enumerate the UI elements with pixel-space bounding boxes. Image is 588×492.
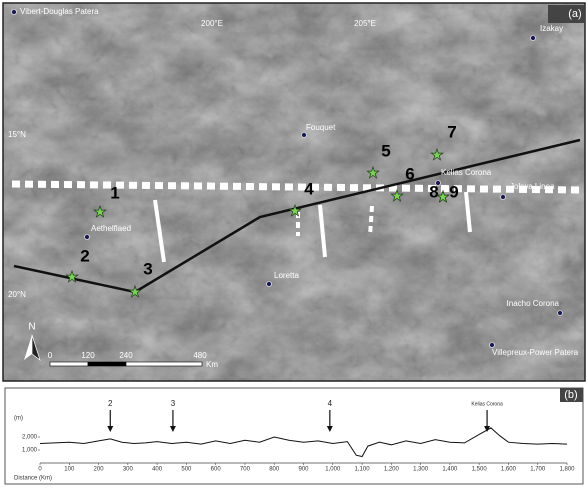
arrow-label: 2 bbox=[108, 399, 113, 408]
x-tick-label: 600 bbox=[211, 467, 222, 473]
arrow-label: Kelias Corona bbox=[471, 401, 503, 407]
arrow-label: 3 bbox=[171, 399, 176, 408]
scale-segment bbox=[88, 362, 126, 366]
site-label: 4 bbox=[304, 179, 314, 198]
figure: (a) 200°E 205°E 15°N 20°N N 0 120 240 48… bbox=[0, 0, 588, 487]
page: (a) 200°E 205°E 15°N 20°N N 0 120 240 48… bbox=[0, 0, 588, 487]
panel-label: (b) bbox=[564, 389, 577, 401]
place-label: Vibert-Douglas Patera bbox=[20, 7, 99, 16]
place-dot bbox=[85, 235, 90, 240]
latitude-label: 20°N bbox=[8, 290, 26, 299]
latitude-label: 15°N bbox=[8, 130, 26, 139]
x-tick-label: 400 bbox=[152, 467, 163, 473]
place-dot bbox=[302, 133, 307, 138]
x-tick-label: 900 bbox=[298, 467, 309, 473]
x-tick-label: 1,800 bbox=[559, 467, 575, 473]
site-label: 8 bbox=[429, 182, 438, 201]
x-tick-label: 100 bbox=[64, 467, 75, 473]
panel-label: (a) bbox=[568, 8, 581, 20]
y-tick-label: 2,000 bbox=[22, 435, 38, 441]
scale-label: 480 bbox=[193, 351, 207, 360]
site-label: 5 bbox=[381, 141, 390, 160]
place-dot bbox=[558, 311, 563, 316]
place-label: Inacho Corona bbox=[507, 299, 560, 308]
place-dot bbox=[12, 10, 17, 15]
place-label: Aethelflaed bbox=[91, 224, 131, 233]
place-label: Loretta bbox=[274, 271, 299, 280]
longitude-label: 205°E bbox=[354, 19, 376, 28]
site-label: 3 bbox=[143, 259, 152, 278]
site-label: 2 bbox=[80, 246, 89, 265]
north-label: N bbox=[28, 322, 35, 333]
site-label: 6 bbox=[405, 164, 414, 183]
x-tick-label: 1,300 bbox=[413, 467, 429, 473]
place-label: Kelias Corona bbox=[441, 168, 492, 177]
place-label: Villepreux-Power Patera bbox=[492, 348, 579, 357]
place-label: Izakay bbox=[540, 24, 563, 33]
x-tick-label: 1,600 bbox=[501, 467, 517, 473]
scale-label: 0 bbox=[48, 351, 53, 360]
x-tick-label: 1,200 bbox=[384, 467, 400, 473]
x-tick-label: 1,100 bbox=[355, 467, 371, 473]
place-dot bbox=[501, 195, 506, 200]
x-tick-label: 1,000 bbox=[325, 467, 341, 473]
scale-unit: Km bbox=[206, 360, 218, 369]
y-unit: (m) bbox=[14, 416, 23, 422]
x-tick-label: 800 bbox=[269, 467, 280, 473]
scale-segment bbox=[50, 362, 88, 366]
x-tick-label: 1,500 bbox=[472, 467, 488, 473]
y-tick-label: 1,000 bbox=[22, 448, 38, 454]
site-label: 7 bbox=[447, 122, 456, 141]
place-label: Fouquet bbox=[306, 123, 336, 132]
scale-segment bbox=[126, 362, 202, 366]
x-tick-label: 500 bbox=[181, 467, 192, 473]
x-tick-label: 700 bbox=[240, 467, 251, 473]
x-title: Distance (Km) bbox=[14, 476, 52, 482]
place-dot bbox=[490, 343, 495, 348]
arrow-label: 4 bbox=[328, 399, 333, 408]
white-segment bbox=[370, 206, 372, 236]
x-tick-label: 300 bbox=[123, 467, 134, 473]
longitude-label: 200°E bbox=[201, 19, 223, 28]
x-tick-label: 1,700 bbox=[530, 467, 546, 473]
scale-label: 240 bbox=[119, 351, 133, 360]
x-tick-label: 1,400 bbox=[442, 467, 458, 473]
map-panel: (a) 200°E 205°E 15°N 20°N N 0 120 240 48… bbox=[3, 3, 585, 381]
place-label: Jokwa Linea bbox=[510, 182, 555, 191]
place-dot bbox=[267, 282, 272, 287]
site-label: 1 bbox=[110, 183, 119, 202]
site-label: 9 bbox=[449, 182, 458, 201]
scale-label: 120 bbox=[81, 351, 95, 360]
place-dot bbox=[531, 36, 536, 41]
x-tick-label: 200 bbox=[94, 467, 105, 473]
